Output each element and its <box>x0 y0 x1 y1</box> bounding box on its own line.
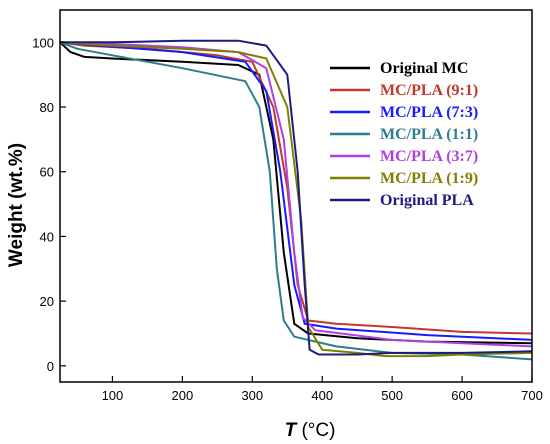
x-tick-label: 200 <box>172 388 194 403</box>
series-line-7 <box>60 39 533 356</box>
y-tick-label: 100 <box>32 35 54 50</box>
plot-frame <box>59 9 533 383</box>
series-line-5 <box>59 41 533 348</box>
y-axis-title: Weight (wt.%) <box>6 143 27 267</box>
legend-label: MC/PLA (9:1) <box>380 82 478 99</box>
y-tick-label: 60 <box>40 165 54 180</box>
series-line-4 <box>59 41 533 361</box>
x-tick-label: 600 <box>451 388 473 403</box>
legend-label: MC/PLA (1:1) <box>380 126 478 143</box>
x-tick-label: 400 <box>311 388 333 403</box>
x-tick-label: 500 <box>381 388 403 403</box>
y-axis-ticks: 0 20 40 60 80 100 <box>32 35 66 374</box>
legend: Original MC MC/PLA (9:1) MC/PLA (7:3) MC/PL… <box>330 60 478 209</box>
x-tick-label: 700 <box>521 388 543 403</box>
series-line-3 <box>59 41 533 341</box>
x-tick-label: 300 <box>241 388 263 403</box>
x-axis-title-unit: (°C) <box>301 420 335 441</box>
x-axis-title: T (°C) <box>285 420 336 441</box>
legend-label: MC/PLA (1:9) <box>380 170 478 187</box>
legend-label: MC/PLA (3:7) <box>380 148 478 165</box>
legend-label: Original PLA <box>380 192 474 209</box>
y-tick-label: 80 <box>40 100 54 115</box>
y-tick-label: 0 <box>47 359 54 374</box>
legend-label: MC/PLA (7:3) <box>380 104 478 121</box>
y-tick-label: 40 <box>40 229 54 244</box>
series-line-1 <box>59 41 533 345</box>
plot-lines <box>59 39 533 361</box>
x-axis-title-variable: T <box>285 420 298 441</box>
y-tick-label: 20 <box>40 294 54 309</box>
x-tick-label: 100 <box>102 388 124 403</box>
x-axis-ticks: 100 200 300 400 500 600 700 <box>102 376 543 403</box>
legend-label: Original MC <box>380 60 468 77</box>
